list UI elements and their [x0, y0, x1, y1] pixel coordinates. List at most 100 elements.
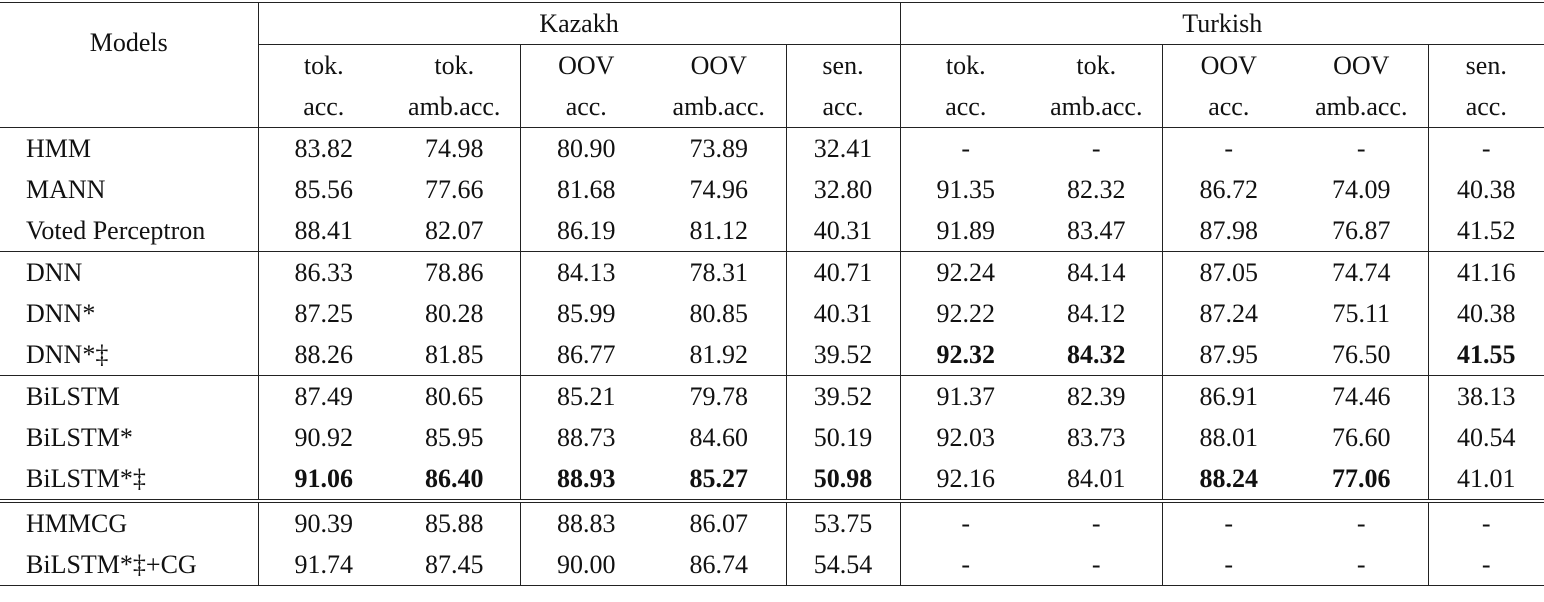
- value-cell: 85.99: [519, 293, 652, 334]
- value-cell: 80.85: [689, 299, 749, 328]
- value-cell: 76.50: [1332, 340, 1391, 369]
- metric-header: acc.: [899, 86, 1032, 128]
- models-header: Models: [0, 2, 258, 128]
- metric-header: OOV: [519, 44, 652, 86]
- value-cell: 85.21: [519, 375, 652, 417]
- metric-header: sen.: [1427, 44, 1544, 86]
- value-cell: -: [1427, 499, 1544, 544]
- value-cell: 91.37: [899, 375, 1032, 417]
- metric-header: acc.: [257, 86, 389, 128]
- value-cell: 82.32: [1067, 175, 1126, 204]
- value-cell: 87.24: [1161, 293, 1296, 334]
- value-cell: 86.19: [519, 210, 652, 252]
- value-cell: 73.89: [689, 134, 749, 163]
- metric-header: acc.: [1427, 86, 1544, 128]
- metric-header: tok.: [434, 50, 475, 80]
- model-name: HMM: [26, 134, 92, 163]
- value-cell: 75.11: [1332, 299, 1391, 328]
- model-name: Voted Perceptron: [26, 216, 206, 245]
- value-cell: 92.16: [899, 458, 1032, 501]
- value-cell: 74.96: [689, 175, 749, 204]
- value-cell: 92.22: [899, 293, 1032, 334]
- model-name: DNN: [0, 251, 258, 293]
- value-cell: 82.39: [1031, 375, 1163, 417]
- value-cell: 83.73: [1067, 423, 1126, 452]
- model-name: DNN*: [26, 299, 96, 328]
- value-cell: 85.27: [689, 464, 749, 493]
- value-cell: 32.80: [785, 169, 901, 210]
- value-cell: 38.13: [1427, 375, 1544, 417]
- value-cell: 80.90: [519, 127, 652, 169]
- value-cell: 40.54: [1427, 417, 1544, 458]
- value-cell: 88.83: [519, 499, 652, 544]
- metric-header: tok.: [899, 44, 1032, 86]
- value-cell: 87.95: [1161, 334, 1296, 376]
- value-cell: 88.01: [1161, 417, 1296, 458]
- value-cell: 87.45: [389, 544, 520, 586]
- metric-header: amb.acc.: [1295, 86, 1429, 128]
- value-cell: 41.55: [1427, 334, 1544, 376]
- value-cell: 80.28: [425, 299, 484, 328]
- value-cell: 40.38: [1427, 293, 1544, 334]
- metric-header: OOV: [1161, 44, 1296, 86]
- table-row: HMM 83.82 74.98 80.90 73.89 32.41- - - - -: [0, 127, 1544, 169]
- metric-header: OOV: [1333, 50, 1390, 80]
- value-cell: 74.74: [1295, 251, 1429, 293]
- metric-header: sen.: [785, 44, 901, 86]
- model-name: HMMCG: [0, 499, 258, 544]
- value-cell: 41.16: [1427, 251, 1544, 293]
- value-cell: 86.77: [519, 334, 652, 376]
- value-cell: 88.73: [519, 417, 652, 458]
- value-cell: 85.95: [425, 423, 484, 452]
- metric-header: amb.acc.: [389, 86, 520, 128]
- value-cell: 84.12: [1067, 299, 1126, 328]
- table-row: BiLSTM* 90.92 85.95 88.73 84.60 50.19 92.03 83.…: [0, 417, 1544, 458]
- value-cell: -: [1091, 134, 1101, 163]
- value-cell: -: [899, 127, 1032, 169]
- value-cell: 86.72: [1161, 169, 1296, 210]
- language-header-kazakh: Kazakh: [257, 2, 901, 45]
- metric-header: acc.: [785, 86, 901, 128]
- language-header-turkish: Turkish: [899, 2, 1544, 45]
- value-cell: 40.31: [785, 293, 901, 334]
- value-cell: 81.92: [689, 340, 749, 369]
- value-cell: 40.38: [1427, 169, 1544, 210]
- value-cell: 88.24: [1161, 458, 1296, 501]
- value-cell: 90.00: [519, 544, 652, 586]
- model-name: BiLSTM*‡: [26, 464, 146, 493]
- value-cell: 86.40: [425, 464, 484, 493]
- value-cell: 86.07: [652, 499, 786, 544]
- value-cell: 87.05: [1161, 251, 1296, 293]
- value-cell: 92.03: [899, 417, 1032, 458]
- value-cell: 83.82: [257, 127, 389, 169]
- value-cell: 74.46: [1295, 375, 1429, 417]
- value-cell: 91.74: [257, 544, 389, 586]
- value-cell: 84.14: [1031, 251, 1163, 293]
- value-cell: 41.01: [1427, 458, 1544, 501]
- value-cell: 78.31: [652, 251, 786, 293]
- table-row: MANN 85.56 77.66 81.68 74.96 32.80 91.35 82.32 8…: [0, 169, 1544, 210]
- value-cell: 87.49: [257, 375, 389, 417]
- value-cell: 39.52: [785, 334, 901, 376]
- value-cell: 92.32: [899, 334, 1032, 376]
- table-row: Voted Perceptron 88.41 82.07 86.19 81.12 40.3…: [0, 210, 1544, 252]
- value-cell: 82.07: [425, 216, 484, 245]
- value-cell: 83.47: [1067, 216, 1126, 245]
- value-cell: 85.56: [257, 169, 389, 210]
- value-cell: 74.09: [1332, 175, 1391, 204]
- value-cell: 77.66: [425, 175, 484, 204]
- value-cell: -: [1161, 499, 1296, 544]
- value-cell: 91.35: [899, 169, 1032, 210]
- metric-header: tok.: [257, 44, 389, 86]
- value-cell: 90.39: [257, 499, 389, 544]
- table-row: HMMCG 90.39 85.88 88.83 86.07 53.75- - - - -: [0, 499, 1544, 544]
- value-cell: 86.33: [257, 251, 389, 293]
- value-cell: -: [1031, 544, 1163, 586]
- value-cell: 54.54: [785, 544, 901, 586]
- model-name: BiLSTM*‡+CG: [0, 544, 258, 586]
- value-cell: -: [1295, 544, 1429, 586]
- value-cell: 81.68: [519, 169, 652, 210]
- value-cell: 91.89: [899, 210, 1032, 252]
- value-cell: 87.98: [1161, 210, 1296, 252]
- model-name: BiLSTM*: [26, 423, 133, 452]
